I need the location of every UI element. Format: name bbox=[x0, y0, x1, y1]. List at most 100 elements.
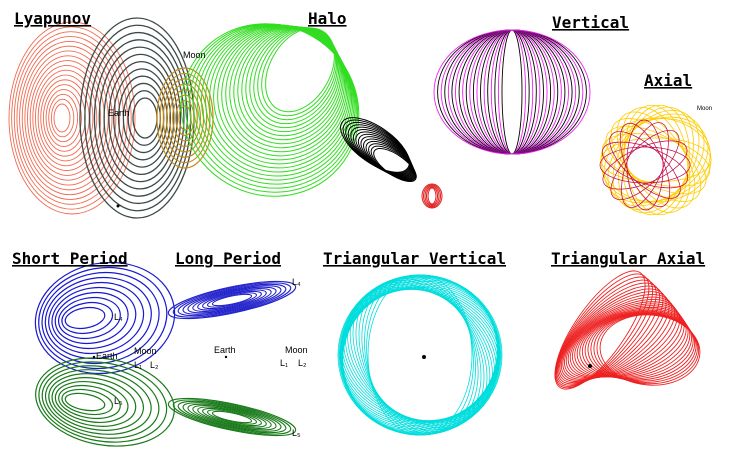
orbit bbox=[426, 186, 438, 206]
orbit bbox=[490, 29, 534, 155]
orbit bbox=[554, 273, 650, 389]
orbit bbox=[462, 29, 562, 155]
orbit bbox=[202, 407, 262, 427]
label: Earth bbox=[96, 351, 118, 361]
orbit bbox=[172, 282, 292, 318]
panel-title: Halo bbox=[308, 9, 347, 28]
orbit bbox=[427, 187, 437, 205]
orbit bbox=[108, 60, 175, 176]
orbit bbox=[113, 68, 172, 168]
orbit bbox=[35, 357, 175, 447]
orbit bbox=[437, 29, 587, 155]
orbit bbox=[37, 74, 94, 162]
orbit bbox=[338, 274, 502, 436]
orbit bbox=[38, 266, 168, 370]
orbit bbox=[619, 122, 671, 208]
orbit bbox=[167, 280, 297, 320]
orbit bbox=[444, 29, 580, 155]
panel-title: Short Period bbox=[12, 249, 128, 268]
orbit bbox=[172, 399, 292, 435]
orbit bbox=[21, 45, 117, 191]
orbit bbox=[447, 29, 577, 155]
label: L₂ bbox=[150, 360, 159, 370]
orbit bbox=[48, 93, 79, 143]
orbit bbox=[366, 274, 474, 436]
orbit bbox=[421, 183, 443, 209]
orbit bbox=[465, 29, 559, 155]
earth-dot bbox=[224, 355, 228, 359]
orbit bbox=[601, 133, 711, 187]
orbit bbox=[494, 29, 530, 155]
label: Moon bbox=[697, 106, 712, 112]
panel-title: Axial bbox=[644, 71, 692, 90]
orbit bbox=[51, 286, 137, 350]
label: Moon bbox=[183, 50, 206, 60]
label: L₁ bbox=[134, 360, 142, 370]
orbit bbox=[483, 29, 541, 155]
orbit bbox=[38, 361, 168, 443]
orbit bbox=[424, 185, 440, 207]
orbit bbox=[480, 29, 544, 155]
orbit bbox=[206, 292, 258, 308]
orbit bbox=[48, 281, 145, 355]
orbit bbox=[182, 402, 282, 432]
orbit bbox=[581, 310, 693, 379]
label: L₂ bbox=[298, 358, 307, 368]
label: Moon bbox=[285, 345, 308, 355]
orbit bbox=[599, 314, 701, 386]
orbit bbox=[8, 21, 136, 215]
orbit bbox=[117, 75, 168, 161]
orbit bbox=[433, 29, 591, 155]
orbit bbox=[587, 312, 696, 381]
earth-dot bbox=[92, 355, 96, 359]
orbit bbox=[339, 285, 501, 425]
orbit bbox=[458, 29, 566, 155]
label: L₅ bbox=[114, 396, 123, 406]
orbit bbox=[557, 282, 661, 385]
orbit bbox=[616, 111, 696, 209]
orbit bbox=[367, 274, 473, 436]
orbit bbox=[93, 39, 185, 197]
orbit bbox=[341, 288, 499, 422]
orbit bbox=[621, 107, 691, 213]
orbit bbox=[45, 89, 82, 147]
orbit bbox=[626, 119, 664, 211]
orbit bbox=[156, 67, 214, 169]
panel-title: Lyapunov bbox=[14, 9, 91, 28]
label: L₄ bbox=[292, 277, 301, 287]
orbit bbox=[64, 392, 106, 412]
orbit bbox=[58, 296, 121, 340]
orbit bbox=[54, 381, 129, 423]
orbit bbox=[555, 276, 654, 387]
orbit bbox=[51, 377, 137, 427]
earth-dot bbox=[116, 204, 120, 208]
orbit bbox=[211, 410, 253, 424]
orbit bbox=[579, 309, 691, 379]
orbit bbox=[187, 403, 277, 431]
label: Moon bbox=[134, 346, 157, 356]
orbit bbox=[340, 288, 500, 422]
orbit bbox=[159, 72, 211, 164]
orbit bbox=[182, 285, 282, 315]
label: L₄ bbox=[114, 312, 123, 322]
label: L₅ bbox=[292, 428, 301, 438]
orbit bbox=[556, 279, 657, 386]
orbit bbox=[61, 301, 114, 335]
orbit bbox=[58, 384, 121, 420]
orbit bbox=[53, 103, 71, 133]
orbit bbox=[609, 131, 681, 199]
orbit bbox=[469, 29, 555, 155]
orbit bbox=[41, 271, 160, 365]
orbit bbox=[607, 113, 705, 207]
orbit bbox=[206, 409, 258, 425]
orbit bbox=[599, 146, 691, 184]
orbit bbox=[61, 388, 114, 416]
orbit bbox=[618, 106, 694, 214]
orbit bbox=[132, 97, 158, 139]
orbit bbox=[11, 26, 132, 210]
label: Earth bbox=[108, 108, 130, 118]
orbit bbox=[54, 291, 129, 345]
panel-title: Triangular Vertical bbox=[323, 249, 506, 268]
orbit bbox=[192, 288, 272, 312]
